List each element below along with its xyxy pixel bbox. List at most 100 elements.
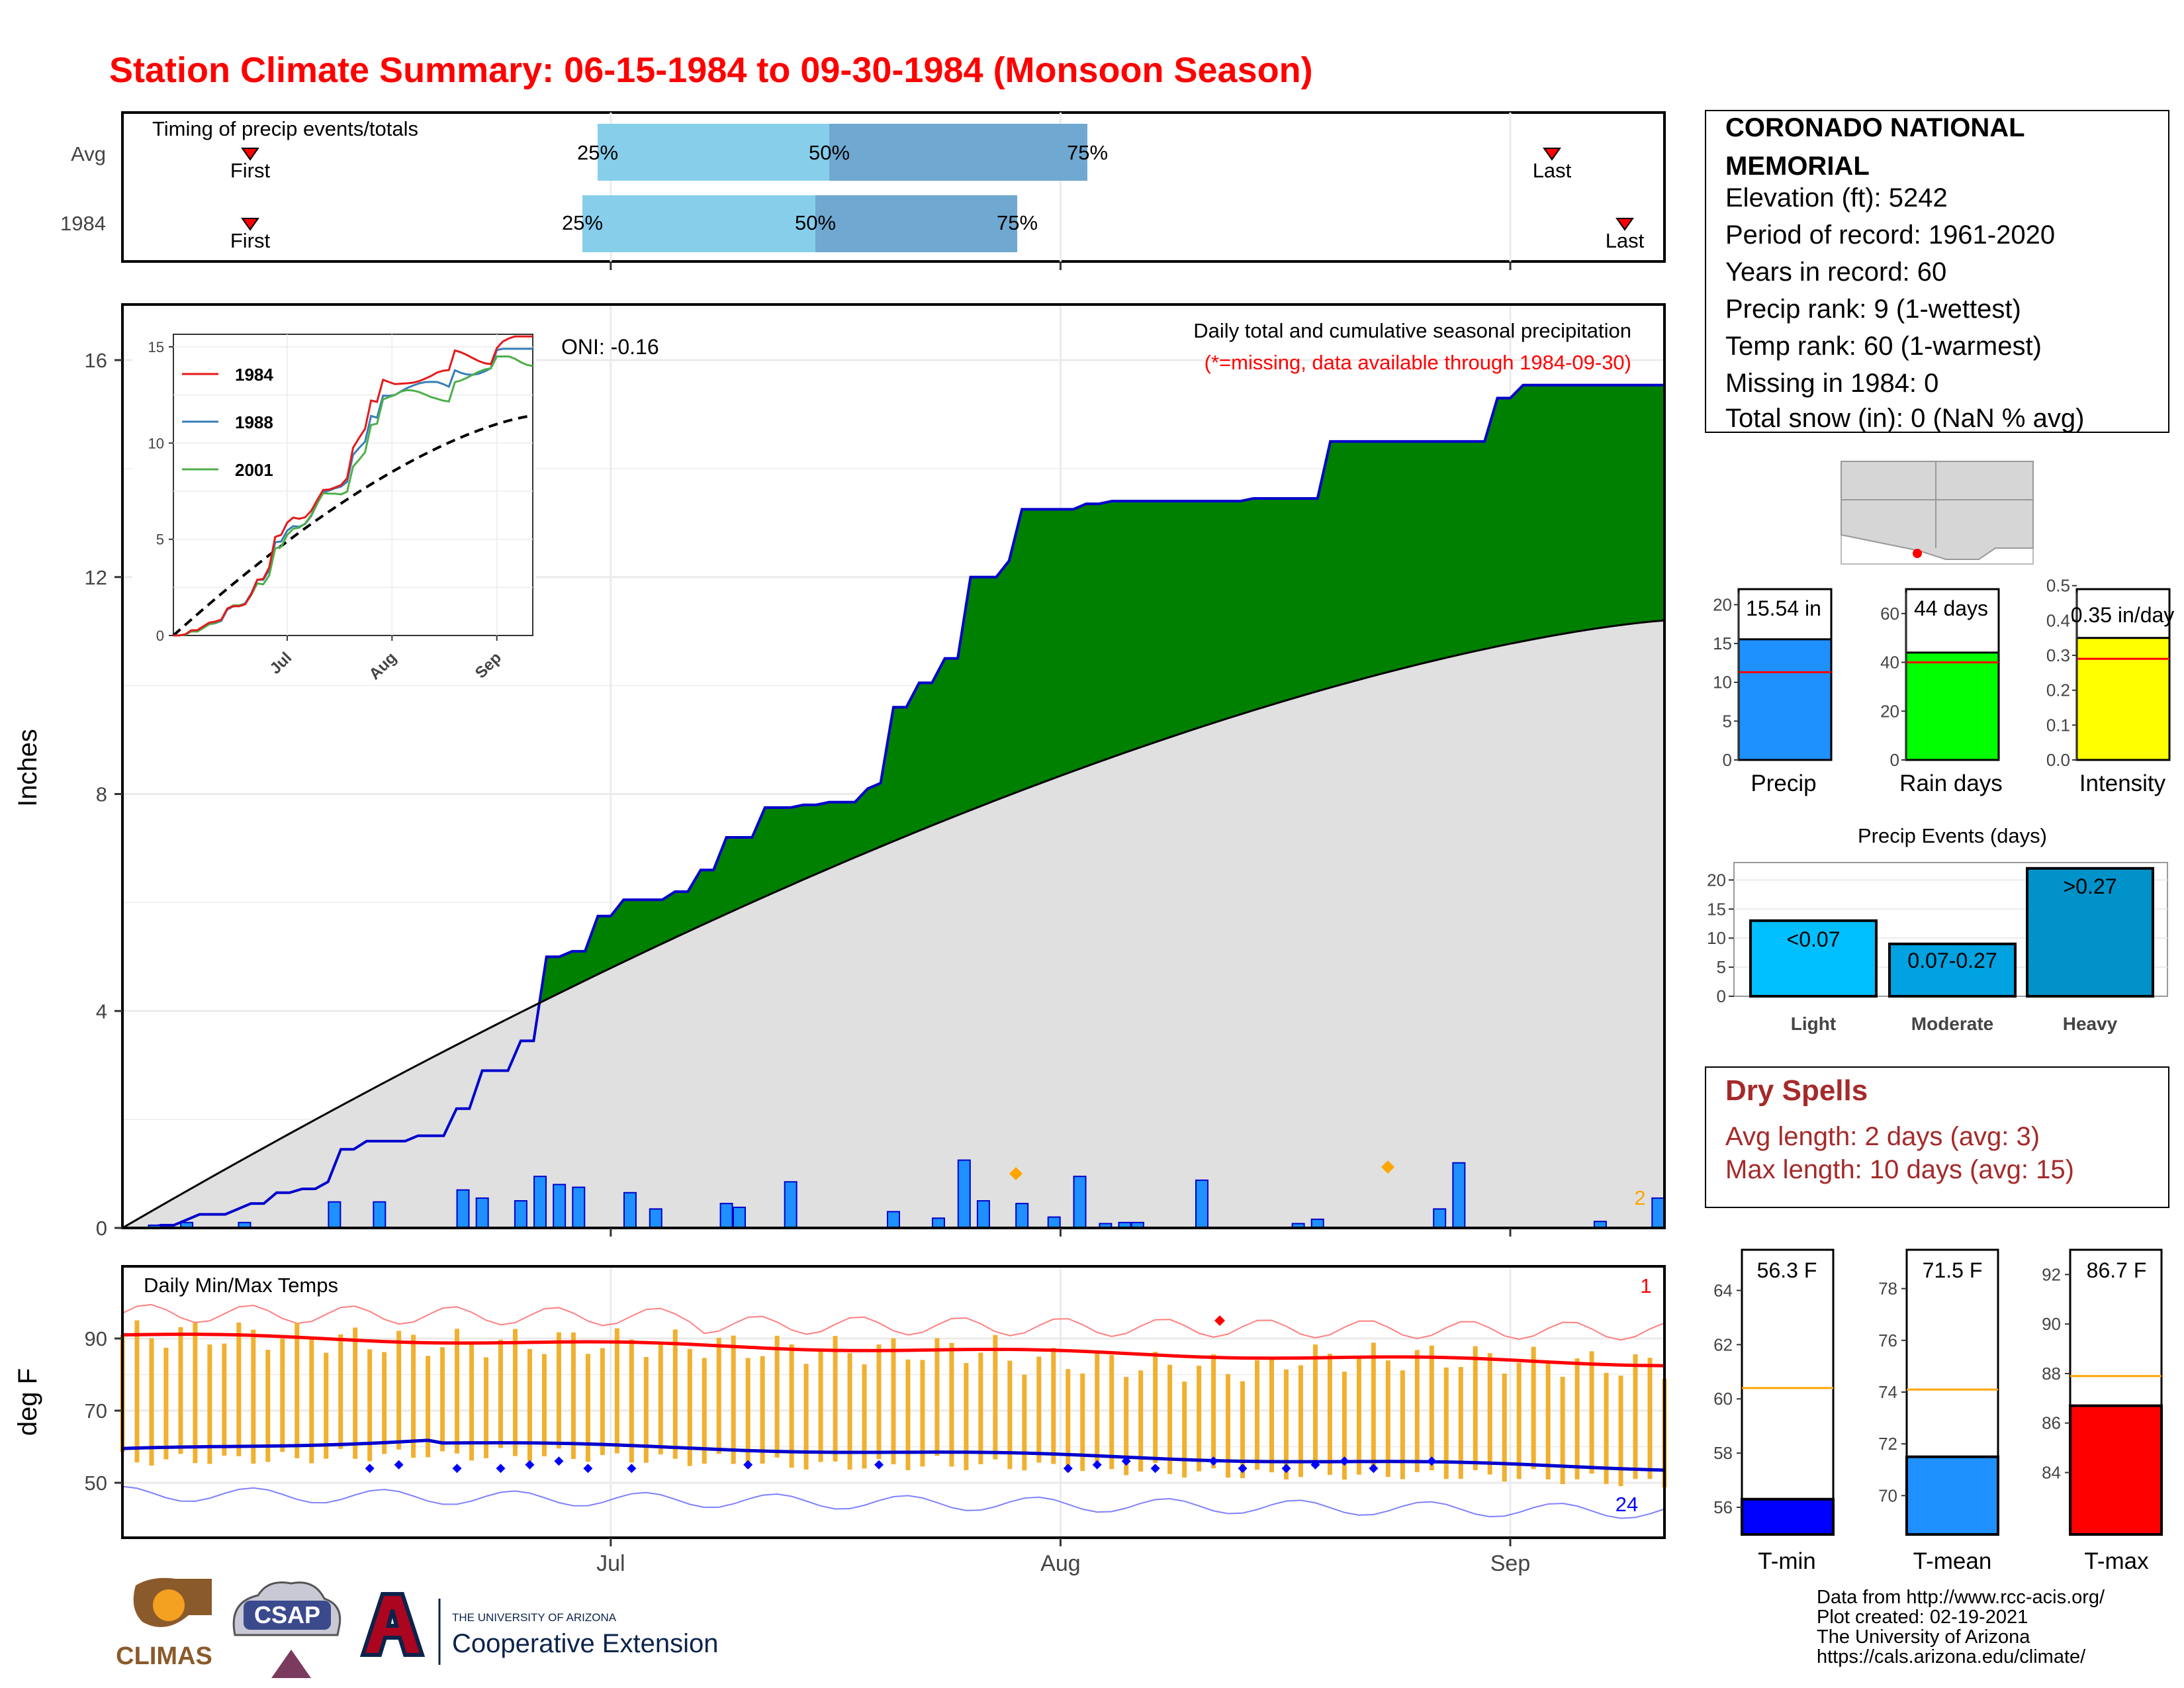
record-low-marker xyxy=(1238,1464,1248,1474)
daily-precip-bar xyxy=(733,1206,746,1229)
temp-panel-border xyxy=(121,1265,1666,1539)
daily-precip-bar xyxy=(1047,1216,1061,1229)
record-low-marker xyxy=(1427,1456,1437,1466)
season-temp-bars: 56 58 60 62 64 70 72 74 76 78 84 86 88 90 92 T-min T-m… xyxy=(1713,1248,2163,1574)
raindays-bar-label: Rain days xyxy=(1899,771,2003,796)
daily-temp-bar xyxy=(1255,1360,1260,1470)
station-missing: Missing in 1984: 0 xyxy=(1725,369,1938,398)
precip-y-tick-label: 12 xyxy=(85,566,107,589)
timing-label: Timing of precip events/totals xyxy=(152,117,418,140)
daily-precip-bar xyxy=(957,1159,971,1229)
daily-temp-bar xyxy=(614,1328,619,1454)
inset-1984-line xyxy=(173,335,533,637)
daily-precip-bars xyxy=(148,1159,1665,1229)
record-low-marker xyxy=(583,1464,593,1474)
temp-summary-frame xyxy=(1741,1248,1835,1536)
daily-temp-bar xyxy=(1429,1345,1434,1471)
temp-summary-y-tick-label: 90 xyxy=(2042,1314,2061,1334)
daily-precip-bar xyxy=(475,1197,489,1229)
record-low-marker xyxy=(365,1464,375,1474)
events-light-value: <0.07 xyxy=(1787,927,1841,951)
daily-temp-bar xyxy=(774,1335,780,1458)
daily-precip-bar xyxy=(572,1186,586,1229)
locator-map xyxy=(1841,461,2034,565)
daily-temp-bar xyxy=(1371,1342,1376,1467)
record-low-marker xyxy=(1281,1464,1291,1474)
climas-logo: CLIMAS xyxy=(116,1577,212,1670)
oni-label: ONI: -0.16 xyxy=(561,335,659,359)
record-low-marker xyxy=(874,1460,884,1470)
temp-y-axis: 50 70 90 xyxy=(85,1327,122,1495)
csap-logo: CSAP xyxy=(232,1581,341,1678)
daily-temp-bar xyxy=(1226,1374,1231,1478)
daily-precip-bar xyxy=(931,1217,945,1229)
timing-avg-last-label: Last xyxy=(1533,159,1572,182)
daily-temp-bar xyxy=(570,1332,576,1460)
inset-y-tick-label: 10 xyxy=(148,435,164,451)
daily-temp-bar xyxy=(134,1320,140,1463)
ua-university-text: THE UNIVERSITY OF ARIZONA xyxy=(452,1611,617,1624)
daily-temp-bar xyxy=(760,1356,765,1464)
precip-events-chart: Precip Events (days) 0 5 10 15 20 Light Mode… xyxy=(1707,824,2168,1034)
daily-marker-high-2 xyxy=(1381,1160,1394,1174)
record-low-count: 24 xyxy=(1615,1493,1638,1516)
daily-precip-bar xyxy=(784,1181,797,1229)
daily-temp-bar xyxy=(1633,1354,1638,1479)
dry-spells-box: Dry Spells Avg length: 2 days (avg: 3) M… xyxy=(1705,1066,2169,1208)
daily-temp-bar xyxy=(512,1329,518,1456)
daily-temp-bar xyxy=(643,1356,649,1463)
daily-temp-bar xyxy=(1036,1356,1042,1463)
daily-temp-bar xyxy=(1007,1360,1013,1470)
temp-summary-y-tick-label: 70 xyxy=(1878,1485,1897,1505)
daily-temp-bar xyxy=(1066,1369,1071,1472)
timing-avg-q75-label: 75% xyxy=(1067,141,1108,164)
summary-y-tick-label: 0.5 xyxy=(2046,576,2070,596)
station-period: Period of record: 1961-2020 xyxy=(1725,220,2055,250)
timing-avg-q50-label: 50% xyxy=(809,141,850,164)
record-low-marker xyxy=(525,1460,535,1470)
daily-temp-bar xyxy=(1545,1363,1551,1479)
daily-temp-bar xyxy=(193,1323,198,1464)
daily-temp-bar xyxy=(847,1353,852,1470)
record-low-marker xyxy=(1150,1464,1160,1474)
raindays-value-label: 44 days xyxy=(1914,596,1988,620)
daily-temp-bar xyxy=(862,1364,867,1469)
footer-data-source: Data from http://www.rcc-acis.org/ xyxy=(1817,1587,2105,1608)
temp-summary-y-tick-label: 56 xyxy=(1713,1497,1733,1517)
daily-precip-bar xyxy=(533,1176,547,1229)
timing-1984-q25-q50-bar xyxy=(582,195,815,252)
daily-temp-bar xyxy=(716,1337,721,1454)
record-low-marker xyxy=(743,1460,753,1470)
dry-spells-avg: Avg length: 2 days (avg: 3) xyxy=(1725,1122,2040,1151)
daily-precip-bar xyxy=(1651,1197,1665,1229)
temp-summary-y-tick-label: 72 xyxy=(1878,1434,1897,1454)
summary-y-tick-label: 0.0 xyxy=(2046,750,2070,770)
daily-temp-bar xyxy=(324,1352,329,1459)
summary-y-tick-label: 0.1 xyxy=(2046,715,2070,735)
timing-avg-q50-q75-bar xyxy=(829,124,1087,181)
precip-y-tick-label: 8 xyxy=(96,783,107,806)
precip-count-label: 2 xyxy=(1634,1186,1645,1209)
daily-temp-bar xyxy=(1618,1376,1623,1487)
inset-legend-1984: 1984 xyxy=(235,365,273,385)
daily-temp-bar xyxy=(1560,1376,1565,1485)
station-name-line2: MEMORIAL xyxy=(1725,152,1870,181)
daily-temp-bar xyxy=(178,1327,183,1454)
precip-y-axis-title: Inches xyxy=(13,729,42,807)
summary-y-tick-label: 0 xyxy=(1723,750,1732,770)
temp-summary-y-tick-label: 84 xyxy=(2042,1463,2061,1483)
record-high-line xyxy=(122,1303,1665,1341)
climas-sun xyxy=(153,1589,185,1621)
daily-precip-bar xyxy=(328,1201,341,1229)
temp-y-tick-label: 50 xyxy=(85,1472,107,1495)
daily-temp-bar xyxy=(629,1339,634,1463)
events-moderate-value: 0.07-0.27 xyxy=(1907,949,1997,972)
temp-summary-bar xyxy=(1905,1455,1999,1536)
daily-temp-bar xyxy=(1589,1351,1594,1474)
precip-y-tick-label: 0 xyxy=(96,1217,107,1240)
csap-badge xyxy=(244,1601,331,1630)
temp-summary-y-tick-label: 60 xyxy=(1713,1389,1733,1409)
daily-precip-bar xyxy=(1015,1203,1029,1229)
ua-logo: THE UNIVERSITY OF ARIZONA Cooperative Ex… xyxy=(359,1592,718,1665)
